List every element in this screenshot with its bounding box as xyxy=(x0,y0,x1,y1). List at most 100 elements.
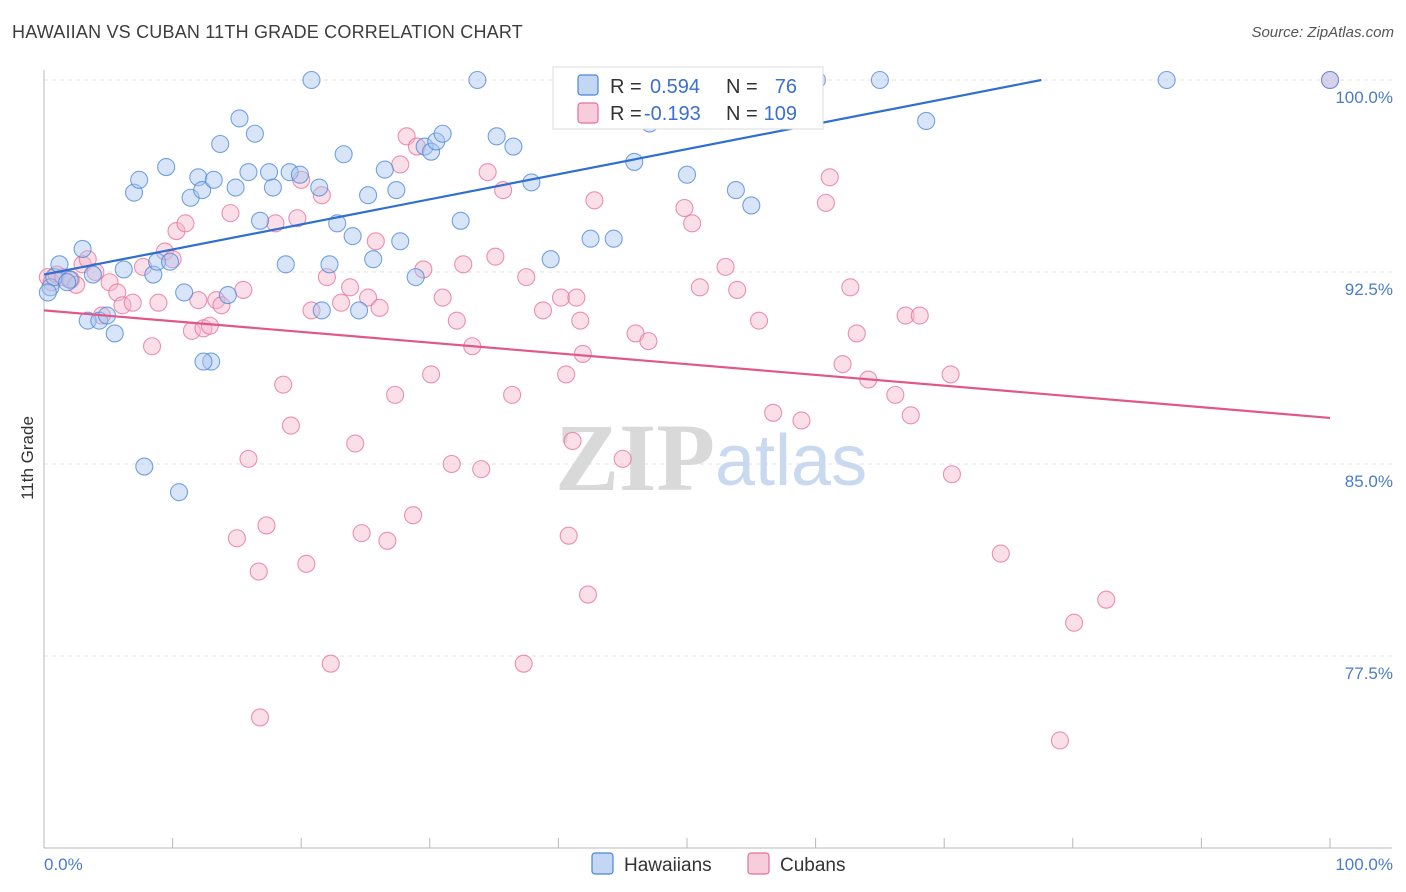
hawaiian-point xyxy=(468,70,487,90)
trend-lines xyxy=(43,78,1331,420)
cuban-point xyxy=(942,465,961,484)
hawaiian-point xyxy=(504,137,523,156)
cuban-point xyxy=(886,385,905,404)
cuban-point xyxy=(288,209,307,228)
legend-r-value-cuban: -0.193 xyxy=(644,103,701,125)
cuban-point xyxy=(386,385,405,404)
legend-bottom: Hawaiians Cubans xyxy=(591,852,846,876)
hawaiian-point xyxy=(406,268,425,287)
cuban-point xyxy=(896,306,915,325)
hawaiian-point xyxy=(487,127,506,146)
cuban-point xyxy=(414,260,433,279)
hawaiian-point xyxy=(320,255,339,274)
cuban-point xyxy=(297,554,316,573)
cuban-point xyxy=(422,365,441,384)
cuban-point xyxy=(683,214,702,233)
cuban-point xyxy=(142,337,162,356)
hawaiian-point xyxy=(41,278,60,297)
cuban-point xyxy=(478,163,497,182)
y-tick-label: 100.0% xyxy=(1335,88,1393,107)
cuban-point xyxy=(557,365,576,384)
hawaiian-point xyxy=(169,483,189,502)
x-tick-label-100: 100.0% xyxy=(1335,855,1393,874)
hawaiian-point xyxy=(290,165,309,184)
cuban-point xyxy=(321,654,340,673)
hawaiian-point xyxy=(218,285,237,305)
bottom-legend-cubans: Cubans xyxy=(780,855,846,876)
cuban-point xyxy=(749,311,769,330)
cuban-point xyxy=(447,311,466,330)
legend-r-label-cuban: R = xyxy=(610,103,642,125)
hawaiian-point xyxy=(239,163,258,182)
hawaiian-point xyxy=(427,132,446,151)
legend-swatch-cuban xyxy=(577,102,599,124)
hawaiian-point xyxy=(157,157,176,177)
cuban-point xyxy=(407,137,426,156)
hawaiian-point xyxy=(245,124,264,143)
cuban-point xyxy=(234,280,253,299)
cuban-point xyxy=(341,278,360,297)
hawaiian-point xyxy=(359,186,378,205)
cuban-point xyxy=(207,291,226,310)
hawaiian-point xyxy=(202,352,221,371)
x-axis-ticks xyxy=(43,838,1331,848)
hawaiian-point xyxy=(334,145,353,164)
x-tick-label-0: 0.0% xyxy=(44,855,83,874)
hawaiian-point xyxy=(211,134,230,154)
cuban-point xyxy=(113,296,132,315)
hawaiian-point xyxy=(677,165,697,184)
cuban-point xyxy=(249,562,268,581)
gridlines xyxy=(44,79,1392,657)
hawaiian-point xyxy=(276,255,295,274)
hawaiian-point xyxy=(312,301,331,320)
cuban-point xyxy=(133,257,153,276)
cuban-point xyxy=(690,278,709,297)
hawaiian-point xyxy=(604,229,623,248)
cuban-point xyxy=(901,406,920,425)
y-tick-label: 77.5% xyxy=(1345,664,1393,683)
hawaiian-point xyxy=(259,163,279,182)
legend-r-label-hawaiian: R = xyxy=(610,76,642,98)
hawaiian-point xyxy=(302,70,321,90)
hawaiian-point xyxy=(175,283,194,302)
cuban-point xyxy=(454,255,473,274)
hawaiian-point xyxy=(280,163,299,182)
chart-title: HAWAIIAN VS CUBAN 11TH GRADE CORRELATION… xyxy=(12,22,523,42)
cuban-trend-line xyxy=(43,309,1331,420)
hawaiian-point xyxy=(522,173,541,192)
hawaiian-point xyxy=(60,270,79,289)
cuban-point xyxy=(833,355,852,374)
hawaiian-point xyxy=(387,181,406,200)
hawaiian-point xyxy=(130,170,149,189)
cuban-point xyxy=(841,278,860,297)
hawaiian-point xyxy=(263,178,282,197)
hawaiian-point xyxy=(160,252,180,271)
hawaiian-point xyxy=(1320,70,1340,90)
hawaiian-point xyxy=(364,250,383,269)
cuban-point xyxy=(567,288,586,307)
cuban-point xyxy=(123,293,142,312)
cuban-point xyxy=(176,214,195,233)
cuban-point xyxy=(257,516,276,535)
hawaiian-point xyxy=(433,124,452,143)
cuban-point xyxy=(332,293,351,312)
cuban-point xyxy=(370,298,389,317)
cuban-point xyxy=(239,449,258,468)
cuban-point xyxy=(816,193,835,212)
cuban-point xyxy=(352,524,371,543)
cuban-point xyxy=(366,232,385,251)
cuban-point xyxy=(274,375,293,394)
y-axis-tick-labels: 77.5% 85.0% 92.5% 100.0% xyxy=(1335,88,1393,683)
cuban-point xyxy=(1065,613,1084,632)
hawaiian-point xyxy=(1157,70,1176,90)
cuban-point xyxy=(533,301,553,320)
cuban-point xyxy=(991,544,1010,563)
cuban-point xyxy=(551,288,571,307)
cuban-point xyxy=(559,526,578,545)
cuban-point xyxy=(1097,590,1116,609)
hawaiian-point xyxy=(250,211,270,230)
hawaiian-point xyxy=(581,229,600,248)
hawaiian-point xyxy=(194,352,213,371)
hawaiian-point xyxy=(83,265,102,284)
cuban-point xyxy=(100,273,119,292)
